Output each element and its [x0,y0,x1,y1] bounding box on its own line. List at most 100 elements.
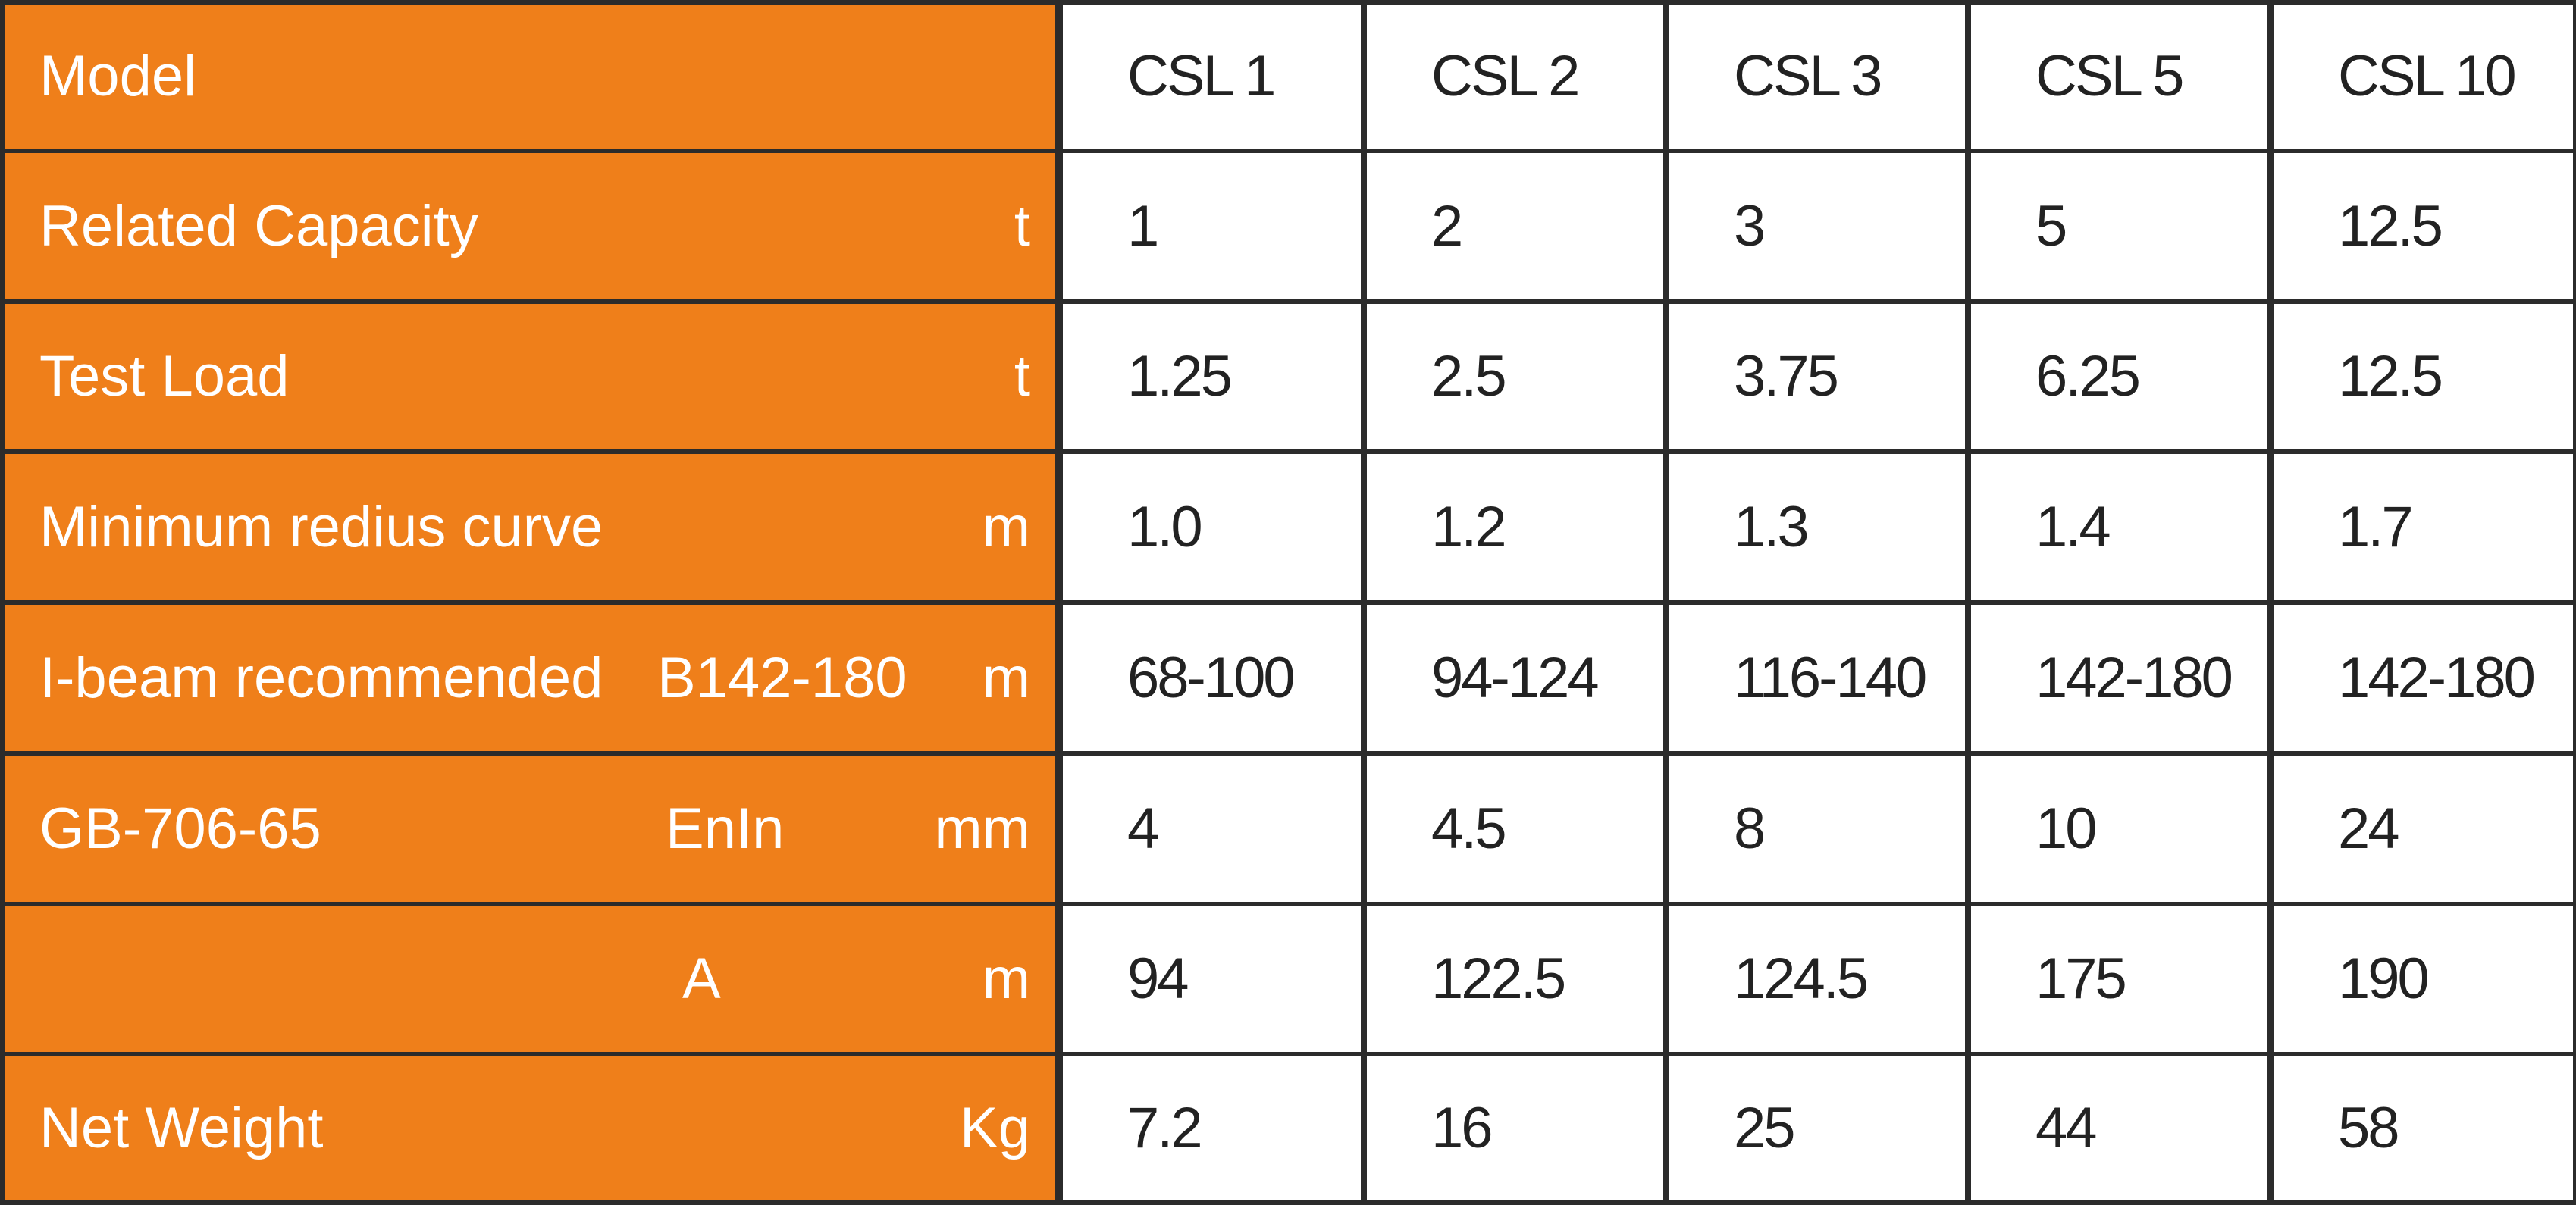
row-spec: B142-180 [657,645,907,710]
value: 1.2 [1431,494,1507,559]
row-unit: m [982,947,1030,1011]
value-cell: 124.5 [1669,906,1965,1052]
row-label-cell: Test Load t [5,304,1055,449]
value-cell: 142-180 [2274,605,2573,751]
value-cell: 4 [1063,756,1361,902]
value: 6.25 [2035,344,2141,408]
row-label-cell: I-beam recommended B142-180 m [5,605,1055,751]
row-spec: A [682,947,721,1011]
row-label-cell: Related Capacity t [5,153,1055,299]
value: 16 [1431,1096,1493,1160]
value-cell: 94 [1063,906,1361,1052]
value-cell: 94-124 [1367,605,1663,751]
value-cell: 12.5 [2274,304,2573,449]
value: 10 [2035,796,2098,861]
value: 1.4 [2035,494,2111,559]
value-cell: 25 [1669,1056,1965,1200]
value-cell: 122.5 [1367,906,1663,1052]
value-cell: 68-100 [1063,605,1361,751]
row-label-cell: Minimum redius curve m [5,454,1055,600]
value: 3.75 [1734,344,1839,408]
value: 116-140 [1734,645,1927,710]
value-cell: 1.7 [2274,454,2573,600]
value-cell: 44 [1971,1056,2267,1200]
value: 12.5 [2338,344,2443,408]
row-label-cell: Net Weight Kg [5,1056,1055,1200]
value: 142-180 [2035,645,2233,710]
row-unit: m [982,645,1030,710]
row-label: Test Load [39,344,290,408]
row-spec: EnIn [666,796,785,861]
row-unit: t [1014,344,1030,408]
value: 122.5 [1431,947,1566,1011]
value-cell: 10 [1971,756,2267,902]
value: 2.5 [1431,344,1507,408]
value: 1.7 [2338,494,2414,559]
value-cell: 3 [1669,153,1965,299]
header-cell: Model [5,5,1055,149]
value: 1.0 [1127,494,1203,559]
row-unit: mm [934,796,1030,861]
value: 175 [2035,947,2127,1011]
value: 7.2 [1127,1096,1203,1160]
model-name: CSL 5 [2035,44,2184,108]
value: 2 [1431,193,1463,258]
value-cell: 16 [1367,1056,1663,1200]
model-name: CSL 3 [1734,44,1882,108]
value: 124.5 [1734,947,1869,1011]
model-cell: CSL 1 [1063,5,1361,149]
row-label: Minimum redius curve [39,494,603,559]
value: 25 [1734,1096,1796,1160]
model-cell: CSL 2 [1367,5,1663,149]
value-cell: 142-180 [1971,605,2267,751]
value-cell: 1 [1063,153,1361,299]
value-cell: 12.5 [2274,153,2573,299]
row-label: Net Weight [39,1096,324,1160]
row-label: I-beam recommended [39,645,603,710]
model-name: CSL 10 [2338,44,2517,108]
value-cell: 1.4 [1971,454,2267,600]
model-name: CSL 2 [1431,44,1580,108]
model-cell: CSL 3 [1669,5,1965,149]
value: 24 [2338,796,2400,861]
value-cell: 1.0 [1063,454,1361,600]
value-cell: 8 [1669,756,1965,902]
value: 3 [1734,193,1766,258]
value-cell: 1.25 [1063,304,1361,449]
row-label: Related Capacity [39,193,478,258]
row-label-cell: GB-706-65 EnIn mm [5,756,1055,902]
value: 94-124 [1431,645,1600,710]
row-unit: t [1014,193,1030,258]
value-cell: 1.2 [1367,454,1663,600]
value: 142-180 [2338,645,2536,710]
value-cell: 24 [2274,756,2573,902]
value-cell: 5 [1971,153,2267,299]
value: 4.5 [1431,796,1507,861]
value-cell: 2 [1367,153,1663,299]
value: 190 [2338,947,2430,1011]
row-unit: Kg [960,1096,1030,1160]
value-cell: 175 [1971,906,2267,1052]
value-cell: 1.3 [1669,454,1965,600]
row-label: GB-706-65 [39,796,321,861]
model-cell: CSL 5 [1971,5,2267,149]
value-cell: 116-140 [1669,605,1965,751]
value: 68-100 [1127,645,1296,710]
model-name: CSL 1 [1127,44,1276,108]
value-cell: 2.5 [1367,304,1663,449]
value: 1.25 [1127,344,1233,408]
header-label: Model [39,44,196,108]
value: 8 [1734,796,1766,861]
value-cell: 7.2 [1063,1056,1361,1200]
value-cell: 58 [2274,1056,2573,1200]
value: 1 [1127,193,1159,258]
row-unit: m [982,494,1030,559]
value: 58 [2338,1096,2400,1160]
value-cell: 6.25 [1971,304,2267,449]
value-cell: 3.75 [1669,304,1965,449]
value-cell: 190 [2274,906,2573,1052]
value: 12.5 [2338,193,2443,258]
value: 1.3 [1734,494,1810,559]
